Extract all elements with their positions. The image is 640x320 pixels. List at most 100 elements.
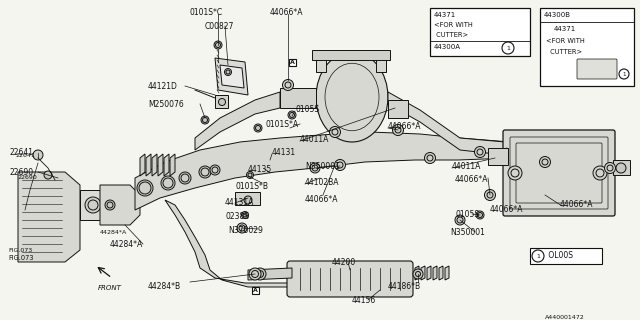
Text: N370029: N370029 bbox=[228, 226, 263, 235]
Circle shape bbox=[288, 111, 296, 119]
Text: FRONT: FRONT bbox=[98, 285, 122, 291]
Circle shape bbox=[218, 99, 225, 106]
Text: <FOR WITH: <FOR WITH bbox=[546, 38, 585, 44]
Circle shape bbox=[605, 163, 616, 173]
Text: 1: 1 bbox=[506, 45, 510, 51]
Text: 44066*A: 44066*A bbox=[455, 175, 488, 184]
Polygon shape bbox=[427, 266, 431, 280]
Polygon shape bbox=[613, 160, 630, 175]
Text: 44284*B: 44284*B bbox=[148, 282, 181, 291]
Text: 44066*A: 44066*A bbox=[270, 8, 303, 17]
Circle shape bbox=[330, 126, 340, 138]
Circle shape bbox=[237, 223, 247, 233]
Circle shape bbox=[241, 212, 248, 219]
Text: 44011A: 44011A bbox=[300, 135, 330, 144]
Text: 44066*A: 44066*A bbox=[388, 122, 422, 131]
FancyBboxPatch shape bbox=[287, 261, 413, 297]
Text: 44284*A: 44284*A bbox=[100, 230, 127, 235]
Circle shape bbox=[254, 268, 266, 280]
Circle shape bbox=[455, 215, 465, 225]
Bar bbox=[289, 59, 296, 66]
Polygon shape bbox=[195, 92, 280, 150]
Text: 0238S: 0238S bbox=[225, 212, 249, 221]
Circle shape bbox=[392, 124, 403, 135]
Polygon shape bbox=[215, 95, 228, 108]
Text: 44135: 44135 bbox=[248, 165, 272, 174]
Bar bbox=[540, 8, 634, 86]
Text: 44011A: 44011A bbox=[452, 162, 481, 171]
Text: 0101S*B: 0101S*B bbox=[235, 182, 268, 191]
Circle shape bbox=[161, 176, 175, 190]
Text: A440001472: A440001472 bbox=[545, 315, 585, 320]
Text: 22641: 22641 bbox=[15, 153, 35, 158]
Polygon shape bbox=[100, 185, 140, 225]
Circle shape bbox=[616, 163, 626, 173]
Polygon shape bbox=[146, 154, 151, 176]
Text: 44156: 44156 bbox=[352, 296, 376, 305]
Text: 22690: 22690 bbox=[18, 175, 38, 180]
Text: N350001: N350001 bbox=[450, 228, 485, 237]
Polygon shape bbox=[152, 154, 157, 176]
Text: C00827: C00827 bbox=[205, 22, 234, 31]
Polygon shape bbox=[235, 192, 260, 205]
Polygon shape bbox=[421, 266, 425, 280]
Text: 44131: 44131 bbox=[272, 148, 296, 157]
Text: 44200: 44200 bbox=[332, 258, 356, 267]
Polygon shape bbox=[488, 148, 508, 165]
Circle shape bbox=[254, 124, 262, 132]
Polygon shape bbox=[415, 266, 419, 280]
Circle shape bbox=[249, 268, 261, 280]
Text: 44371: 44371 bbox=[554, 26, 576, 32]
Polygon shape bbox=[170, 154, 175, 176]
Circle shape bbox=[502, 42, 514, 54]
Polygon shape bbox=[280, 88, 316, 108]
Text: N350001: N350001 bbox=[305, 162, 340, 171]
Polygon shape bbox=[248, 268, 292, 280]
Polygon shape bbox=[165, 200, 290, 287]
Polygon shape bbox=[312, 50, 390, 60]
Text: 22641: 22641 bbox=[10, 148, 34, 157]
Text: 1: 1 bbox=[622, 71, 626, 76]
Text: 44186*B: 44186*B bbox=[388, 282, 421, 291]
Text: 44371: 44371 bbox=[434, 12, 456, 18]
Circle shape bbox=[508, 166, 522, 180]
Text: 44121D: 44121D bbox=[148, 82, 178, 91]
Text: 44066*A: 44066*A bbox=[490, 205, 524, 214]
Text: A: A bbox=[253, 287, 257, 292]
Bar bbox=[252, 286, 259, 293]
Ellipse shape bbox=[316, 52, 388, 142]
FancyBboxPatch shape bbox=[577, 59, 617, 79]
Circle shape bbox=[199, 166, 211, 178]
Polygon shape bbox=[164, 154, 169, 176]
Text: CUTTER>: CUTTER> bbox=[548, 49, 582, 55]
Circle shape bbox=[532, 250, 544, 262]
Text: 44300A: 44300A bbox=[434, 44, 461, 50]
Text: 1: 1 bbox=[536, 253, 540, 259]
Circle shape bbox=[476, 211, 484, 219]
Text: 0105S: 0105S bbox=[295, 105, 319, 114]
Circle shape bbox=[282, 79, 294, 91]
Text: A: A bbox=[289, 60, 294, 65]
Circle shape bbox=[335, 159, 346, 171]
FancyBboxPatch shape bbox=[503, 130, 615, 216]
Text: 0101S*C: 0101S*C bbox=[190, 8, 223, 17]
Circle shape bbox=[244, 196, 252, 204]
Circle shape bbox=[44, 171, 52, 179]
Circle shape bbox=[310, 163, 320, 173]
Polygon shape bbox=[316, 52, 326, 72]
Polygon shape bbox=[220, 65, 244, 88]
Circle shape bbox=[484, 189, 495, 201]
Text: 44066*A: 44066*A bbox=[305, 195, 339, 204]
Circle shape bbox=[619, 69, 629, 79]
Text: 44066*A: 44066*A bbox=[560, 200, 593, 209]
Text: 44102BA: 44102BA bbox=[305, 178, 339, 187]
Text: CUTTER>: CUTTER> bbox=[434, 32, 468, 38]
Polygon shape bbox=[80, 190, 105, 220]
Circle shape bbox=[413, 269, 423, 279]
Polygon shape bbox=[140, 154, 145, 176]
Circle shape bbox=[540, 156, 550, 167]
Circle shape bbox=[105, 200, 115, 210]
Text: 0101S*A: 0101S*A bbox=[265, 120, 298, 129]
Text: OL00S: OL00S bbox=[546, 252, 573, 260]
Polygon shape bbox=[135, 132, 510, 210]
